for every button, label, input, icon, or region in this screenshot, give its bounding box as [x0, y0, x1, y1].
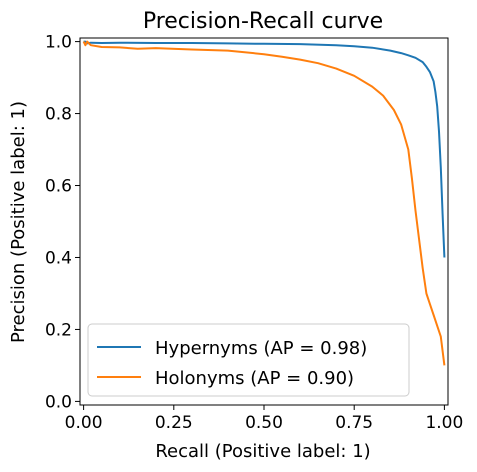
- y-tick-label: 1.0: [45, 33, 72, 53]
- legend-label-holonyms: Holonyms (AP = 0.90): [155, 368, 354, 389]
- x-tick-label: 1.00: [425, 413, 463, 433]
- plot-area: [82, 40, 446, 366]
- legend-box: [87, 323, 410, 397]
- x-tick-label: 0.50: [245, 413, 283, 433]
- legend-label-hypernyms: Hypernyms (AP = 0.98): [155, 338, 367, 359]
- x-tick-label: 0.00: [65, 413, 103, 433]
- y-tick-label: 0.4: [45, 248, 72, 268]
- legend: Hypernyms (AP = 0.98) Holonyms (AP = 0.9…: [87, 323, 410, 397]
- x-tick-label: 0.25: [155, 413, 193, 433]
- y-tick-label: 0.6: [45, 177, 72, 197]
- y-axis-label: Precision (Positive label: 1): [8, 101, 29, 343]
- series-line-1: [82, 40, 446, 366]
- y-tick-label: 0.0: [45, 392, 72, 412]
- x-axis-label: Recall (Positive label: 1): [155, 441, 370, 462]
- plot-frame: [79, 37, 449, 406]
- chart-title: Precision-Recall curve: [143, 9, 383, 34]
- y-tick-label: 0.2: [45, 320, 72, 340]
- y-tick-label: 0.8: [45, 105, 72, 125]
- axis-ticks: 0.00 0.25 0.50 0.75 1.00 0.0 0.2 0.4 0.6 0.8 1.0: [45, 33, 463, 433]
- series-line-0: [83, 40, 446, 258]
- x-tick-label: 0.75: [335, 413, 373, 433]
